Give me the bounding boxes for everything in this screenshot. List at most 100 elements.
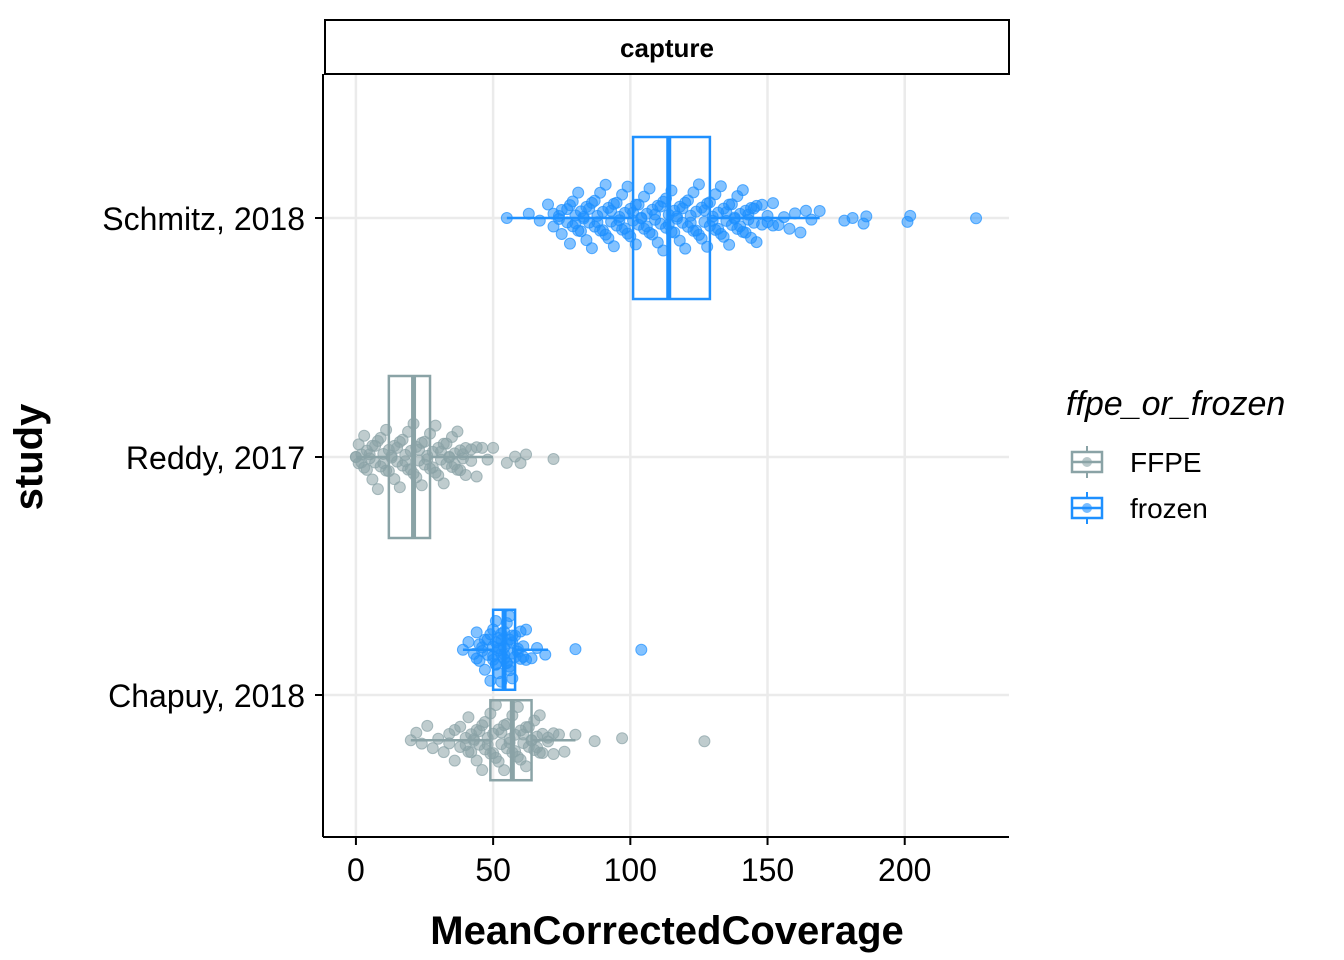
x-tick-label: 200	[878, 852, 931, 888]
data-point	[462, 711, 475, 724]
data-point	[805, 213, 818, 226]
data-point	[481, 453, 494, 466]
data-point	[454, 720, 467, 733]
data-point	[555, 228, 568, 241]
data-point	[478, 716, 491, 729]
x-tick-label: 100	[604, 852, 657, 888]
y-axis-title: study	[7, 403, 51, 510]
data-point	[360, 463, 373, 476]
data-point	[407, 417, 420, 430]
data-point	[489, 615, 502, 628]
data-point	[437, 477, 450, 490]
data-point	[429, 419, 442, 432]
data-point	[421, 719, 434, 732]
data-point	[520, 623, 533, 636]
data-point	[470, 470, 483, 483]
legend-title: ffpe_or_frozen	[1066, 385, 1285, 423]
data-point	[643, 182, 656, 195]
data-point	[358, 429, 371, 442]
y-tick-label: Schmitz, 2018	[102, 201, 305, 237]
data-point	[794, 226, 807, 239]
data-point	[514, 457, 527, 470]
data-point	[588, 735, 601, 748]
data-point	[522, 207, 535, 220]
data-point	[569, 643, 582, 656]
data-point	[531, 642, 544, 655]
data-point	[415, 737, 428, 750]
data-point	[500, 212, 513, 224]
data-point	[761, 209, 774, 222]
x-tick-label: 50	[475, 852, 511, 888]
data-point	[415, 479, 428, 492]
data-point	[621, 180, 634, 193]
facet-strip-label: capture	[620, 33, 714, 63]
data-point	[487, 441, 500, 454]
data-point	[451, 425, 464, 438]
legend-key-ffpe	[1070, 446, 1104, 478]
x-tick-label: 0	[347, 852, 365, 888]
data-point	[476, 764, 489, 777]
data-point	[465, 746, 478, 759]
data-point	[533, 214, 546, 227]
data-point	[788, 207, 801, 220]
x-tick-label: 150	[741, 852, 794, 888]
data-point	[756, 198, 769, 211]
data-point	[616, 732, 629, 745]
data-point	[767, 197, 780, 210]
data-point	[495, 675, 508, 688]
legend-key-point	[1082, 457, 1092, 467]
data-point	[533, 709, 546, 722]
data-point	[371, 483, 384, 496]
data-point	[783, 222, 796, 235]
data-point	[506, 709, 519, 722]
data-point	[448, 754, 461, 767]
data-point	[635, 643, 648, 656]
x-axis-title: MeanCorrectedCoverage	[430, 909, 904, 953]
data-point	[629, 238, 642, 251]
data-point	[585, 242, 598, 255]
data-point	[520, 760, 533, 773]
data-point	[500, 456, 513, 469]
data-point	[465, 454, 478, 467]
data-point	[410, 726, 423, 739]
data-point	[366, 473, 379, 486]
data-point	[558, 745, 571, 758]
data-point	[547, 453, 560, 466]
legend-key-frozen	[1070, 492, 1104, 524]
data-point	[462, 636, 475, 649]
data-point	[574, 225, 587, 238]
data-point	[970, 212, 983, 225]
data-point	[860, 210, 873, 223]
data-point	[470, 626, 483, 639]
data-point	[506, 672, 519, 685]
data-point	[563, 237, 576, 250]
data-point	[679, 242, 692, 255]
data-point	[511, 701, 524, 714]
data-point	[572, 186, 585, 199]
data-point	[393, 481, 406, 494]
data-point	[542, 198, 555, 211]
data-point	[478, 663, 491, 676]
data-point	[437, 746, 450, 759]
legend-key-point	[1082, 503, 1092, 513]
axes: 0 50 100 150 200 Chapuy, 2018 Reddy, 2017 Schmi…	[102, 74, 1009, 888]
data-point	[520, 448, 533, 461]
data-point	[799, 204, 812, 217]
data-point	[500, 718, 513, 731]
data-point	[517, 640, 530, 653]
data-point	[599, 178, 612, 191]
data-point	[443, 737, 456, 750]
data-point	[569, 728, 582, 741]
data-point	[714, 180, 727, 193]
data-point	[607, 240, 620, 253]
facet-strip: capture	[324, 19, 1010, 75]
data-point	[698, 735, 711, 748]
data-point	[503, 610, 516, 623]
data-point	[750, 236, 763, 249]
data-point	[476, 441, 489, 454]
data-point	[552, 728, 565, 741]
data-point	[470, 754, 483, 767]
data-point	[723, 238, 736, 251]
data-point	[432, 732, 445, 745]
